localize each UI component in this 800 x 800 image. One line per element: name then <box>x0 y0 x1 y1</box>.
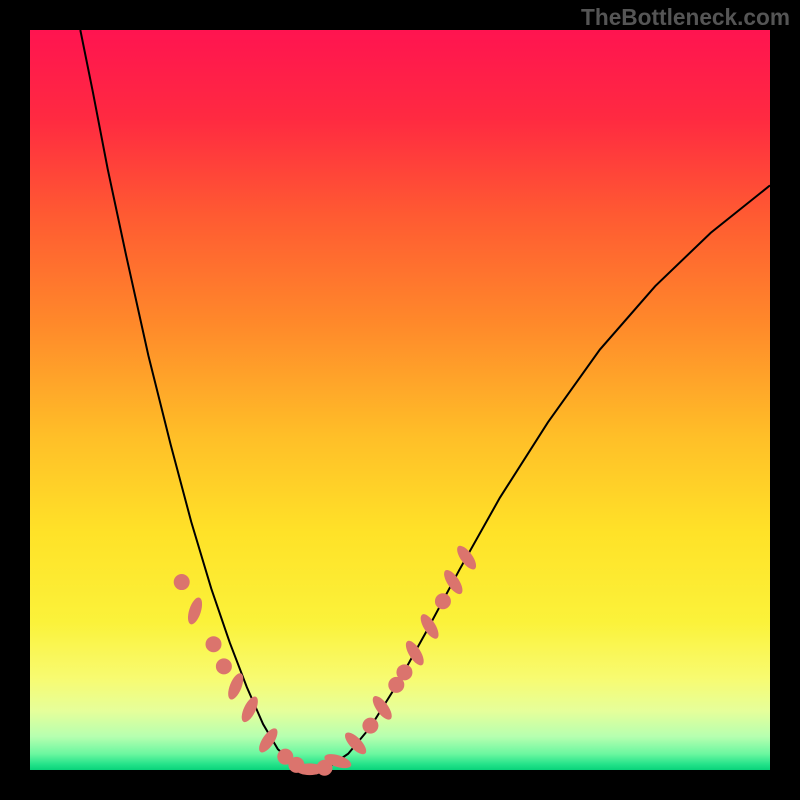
bottleneck-curve <box>80 30 770 770</box>
dot <box>441 567 466 597</box>
dot <box>206 636 222 652</box>
dot <box>396 664 412 680</box>
curve-dots <box>174 543 480 776</box>
dot <box>216 658 232 674</box>
dot <box>238 694 261 724</box>
dot <box>256 726 281 756</box>
dot <box>454 543 480 573</box>
watermark-text: TheBottleneck.com <box>581 4 790 31</box>
dot <box>402 638 427 668</box>
dot <box>174 574 190 590</box>
curve-layer <box>30 30 770 770</box>
dot <box>417 611 442 641</box>
dot <box>185 596 205 626</box>
plot-area <box>30 30 770 770</box>
dot <box>362 718 378 734</box>
stage: TheBottleneck.com <box>0 0 800 800</box>
dot <box>435 593 451 609</box>
